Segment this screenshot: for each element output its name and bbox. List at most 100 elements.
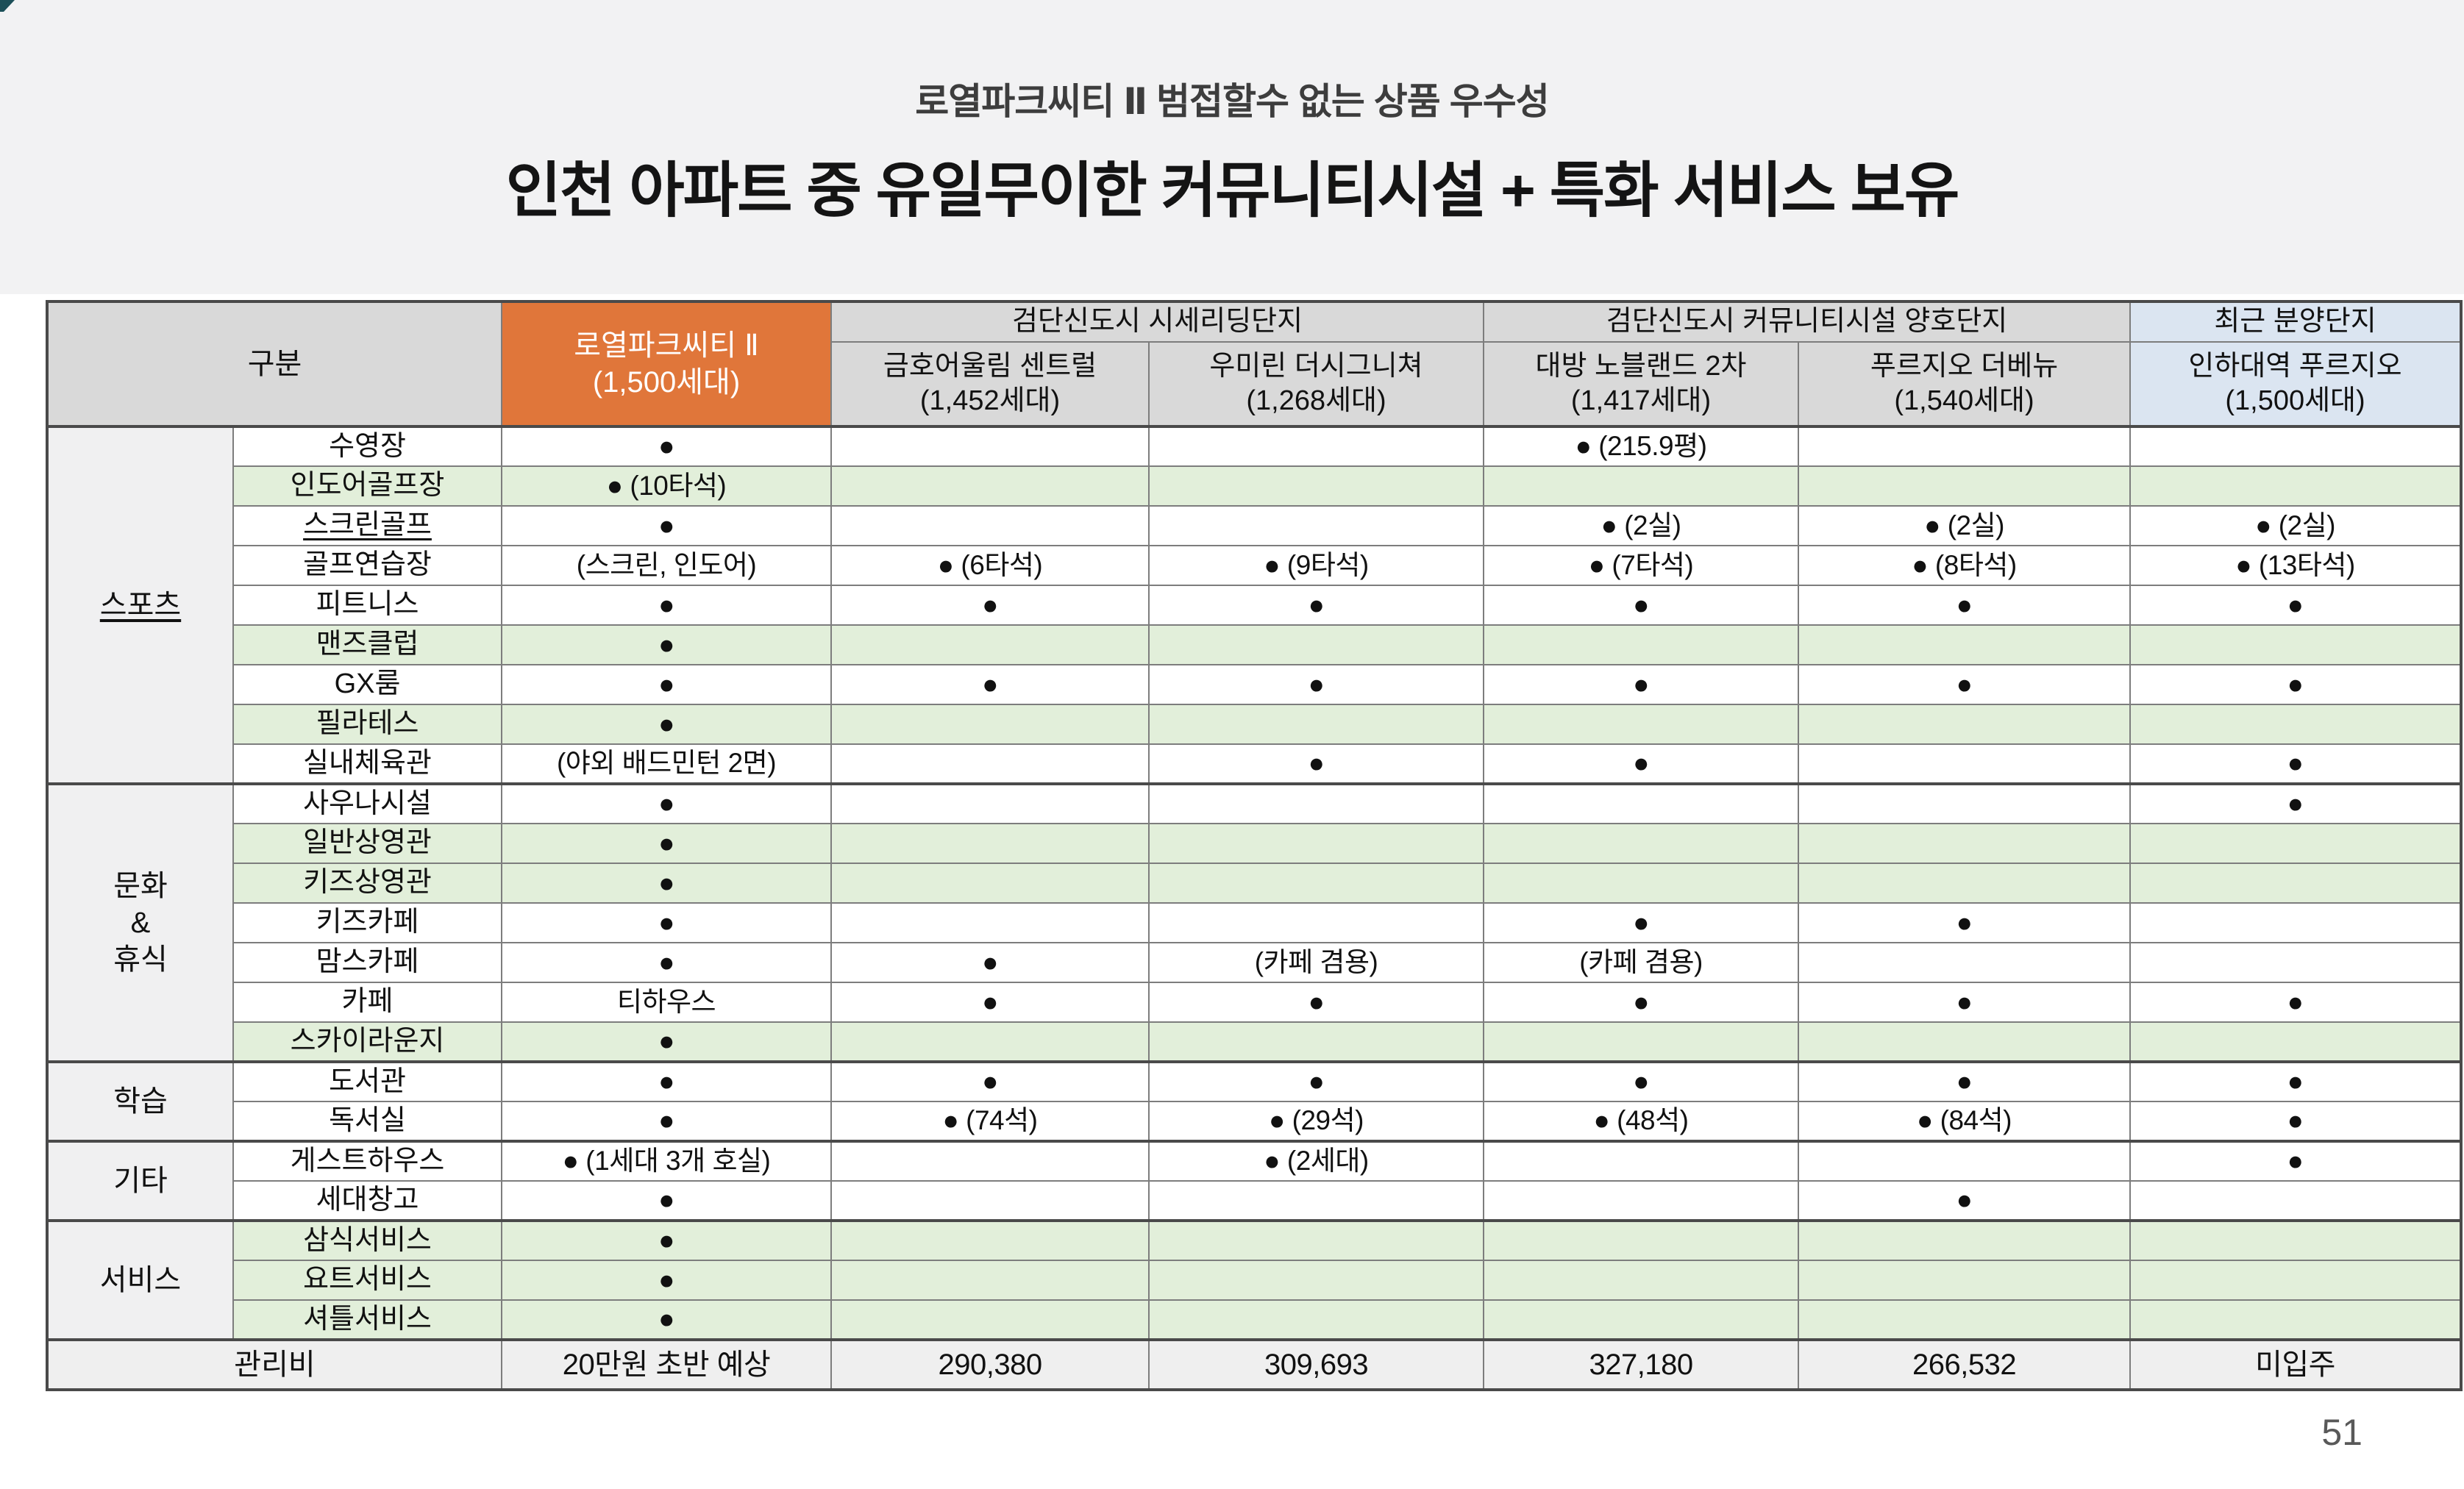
value-cell	[1148, 902, 1485, 943]
value-cell: ●	[2129, 1060, 2463, 1102]
value-cell	[2129, 1180, 2463, 1221]
value-cell: (스크린, 인도어)	[501, 545, 833, 586]
value-cell: ●	[501, 1219, 833, 1261]
facility-row: 인도어골프장 ● (10타석)	[47, 465, 2463, 507]
value-cell: ●	[1148, 743, 1485, 785]
facility-row: 키즈상영관 ●	[47, 863, 2463, 904]
facility-name-cell: 키즈상영관	[232, 863, 503, 904]
value-cell: ●	[2129, 585, 2463, 626]
category-cell: 기타	[46, 1140, 234, 1221]
maintenance-fee-value: 20만원 초반 예상	[501, 1338, 833, 1390]
maintenance-fee-value: 290,380	[830, 1338, 1150, 1390]
value-cell	[2129, 902, 2463, 943]
complex-units: (1,452세대)	[919, 385, 1061, 416]
value-cell	[1798, 942, 2132, 983]
value-cell	[830, 425, 1150, 467]
value-cell	[830, 624, 1150, 665]
facility-name-cell: 셔틀서비스	[232, 1299, 503, 1340]
slide-subtitle: 로열파크씨티 Ⅱ 범접할수 없는 상품 우수성	[915, 81, 1549, 122]
value-cell	[2129, 863, 2463, 904]
value-cell	[1798, 1140, 2132, 1182]
value-cell	[1483, 1140, 1800, 1182]
value-cell	[2129, 624, 2463, 665]
maintenance-fee-label: 관리비	[46, 1338, 503, 1390]
value-cell: ●	[1483, 585, 1800, 626]
value-cell	[1798, 1219, 2132, 1261]
value-cell: ● (215.9평)	[1483, 425, 1800, 467]
facility-name-cell: 맨즈클럽	[232, 624, 503, 665]
group-header: 검단신도시 시세리딩단지	[830, 301, 1485, 343]
facility-row: 셔틀서비스 ●	[47, 1299, 2463, 1340]
value-cell: ●	[501, 782, 833, 824]
value-cell: ●	[1798, 664, 2132, 705]
value-cell: ● (2실)	[1483, 505, 1800, 546]
value-cell	[830, 465, 1150, 507]
facility-row: 카페 티하우스 ● ● ● ● ●	[47, 982, 2463, 1023]
facility-row: 독서실 ● ● (74석) ● (29석) ● (48석) ● (84석) ●	[47, 1101, 2463, 1142]
value-cell: ●	[830, 982, 1150, 1023]
value-cell: ●	[501, 1060, 833, 1102]
value-cell: ●	[2129, 1140, 2463, 1182]
value-cell	[1148, 1299, 1485, 1340]
value-cell	[1798, 743, 2132, 785]
value-cell: ● (10타석)	[501, 465, 833, 507]
facility-name-cell: 삼식서비스	[232, 1219, 503, 1261]
value-cell: ●	[501, 902, 833, 943]
value-cell: ●	[501, 585, 833, 626]
value-cell	[2129, 425, 2463, 467]
value-cell: ●	[1148, 585, 1485, 626]
value-cell	[1798, 1021, 2132, 1063]
value-cell	[830, 1260, 1150, 1301]
facility-name-cell: 독서실	[232, 1101, 503, 1142]
facility-row: 맘스카페 ● ● (카페 겸용) (카페 겸용)	[47, 942, 2463, 983]
table-body: 스포츠 수영장 ● ● (215.9평) 인도어골프장 ● (10타석) 스크린골프 ● ● (…	[46, 425, 2463, 1340]
value-cell	[2129, 1021, 2463, 1063]
value-cell	[1483, 823, 1800, 864]
value-cell	[1483, 1219, 1800, 1261]
facility-row: 피트니스 ● ● ● ● ● ●	[47, 585, 2463, 626]
value-cell	[1148, 1219, 1485, 1261]
value-cell: ● (29석)	[1148, 1101, 1485, 1142]
facility-name-cell: 세대창고	[232, 1180, 503, 1221]
value-cell: ●	[1798, 585, 2132, 626]
royal-park-city-units: (1,500세대)	[592, 366, 741, 399]
value-cell	[830, 704, 1150, 745]
value-cell	[1798, 823, 2132, 864]
value-cell: ●	[2129, 743, 2463, 785]
value-cell: ●	[1483, 902, 1800, 943]
value-cell	[1483, 782, 1800, 824]
category-cell: 학습	[46, 1060, 234, 1142]
value-cell: ●	[501, 1260, 833, 1301]
value-cell	[2129, 1219, 2463, 1261]
value-cell	[830, 782, 1150, 824]
value-cell: ●	[501, 664, 833, 705]
complex-units: (1,268세대)	[1246, 385, 1386, 416]
column-header: 금호어울림 센트럴 (1,452세대)	[830, 341, 1150, 427]
value-cell	[1148, 505, 1485, 546]
value-cell: ●	[2129, 782, 2463, 824]
value-cell: ●	[1798, 1180, 2132, 1221]
title-block: 로열파크씨티 Ⅱ 범접할수 없는 상품 우수성 인천 아파트 중 유일무이한 커…	[0, 0, 2464, 229]
facility-row: 키즈카페 ● ● ●	[47, 902, 2463, 943]
facility-row: 기타 게스트하우스 ● (1세대 3개 호실) ● (2세대) ●	[46, 1140, 2463, 1221]
value-cell: ● (74석)	[830, 1101, 1150, 1142]
maintenance-fee-value: 309,693	[1148, 1338, 1485, 1390]
value-cell	[830, 823, 1150, 864]
value-cell: ● (7타석)	[1483, 545, 1800, 586]
value-cell: ● (9타석)	[1148, 545, 1485, 586]
facility-row: 실내체육관 (야외 배드민턴 2면) ● ● ●	[47, 743, 2463, 785]
value-cell: ●	[501, 942, 833, 983]
value-cell: ●	[501, 624, 833, 665]
value-cell	[2129, 1299, 2463, 1340]
facility-name-cell: 사우나시설	[232, 782, 503, 824]
maintenance-fee-value: 266,532	[1798, 1338, 2132, 1390]
value-cell: ●	[1148, 982, 1485, 1023]
value-cell	[1798, 465, 2132, 507]
maintenance-fee-value: 미입주	[2129, 1338, 2463, 1390]
complex-name: 대방 노블랜드 2차	[1535, 350, 1747, 382]
value-cell: ●	[501, 1299, 833, 1340]
facility-name-cell: 골프연습장	[232, 545, 503, 586]
value-cell: ● (48석)	[1483, 1101, 1800, 1142]
facility-name-cell: GX룸	[232, 664, 503, 705]
value-cell: (카페 겸용)	[1483, 942, 1800, 983]
